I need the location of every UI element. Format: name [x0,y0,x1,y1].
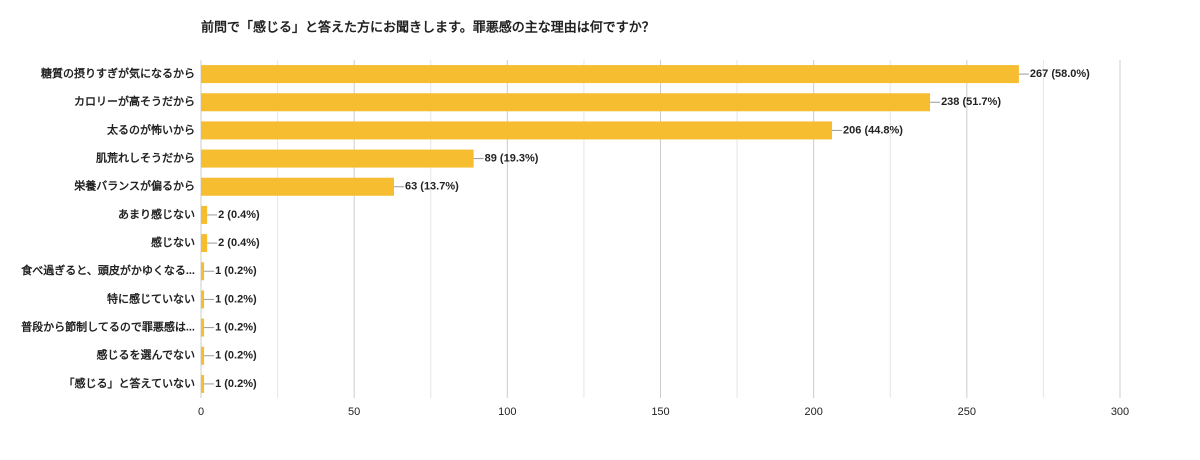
category-label: 栄養バランスが偏るから [73,179,195,193]
x-tick-label: 300 [1111,406,1129,418]
x-tick-label: 0 [198,406,204,418]
value-label: 1 (0.2%) [215,293,257,305]
category-label: 感じない [151,235,195,249]
value-label: 1 (0.2%) [215,321,257,333]
value-label: 2 (0.4%) [218,237,260,249]
bar [201,262,205,281]
category-label: 感じるを選んでない [97,348,195,362]
category-label: カロリーが高そうだから [74,94,195,108]
category-label: 普段から節制してるので罪悪感は... [21,319,195,333]
category-label: あまり感じない [118,207,195,221]
category-label: 太るのが怖いから [106,122,195,136]
value-label: 206 (44.8%) [843,124,903,136]
x-tick-label: 200 [804,406,822,418]
bar [201,374,205,393]
bar [201,290,205,309]
bar [201,93,931,112]
value-label: 63 (13.7%) [405,181,459,193]
bar [201,149,474,168]
value-label: 1 (0.2%) [215,265,257,277]
category-label: 「感じる」と答えていない [64,376,195,390]
x-tick-label: 100 [498,406,516,418]
value-label: 267 (58.0%) [1030,68,1090,80]
value-label: 1 (0.2%) [215,378,257,390]
value-label: 1 (0.2%) [215,350,257,362]
x-tick-label: 150 [651,406,669,418]
bar [201,234,208,253]
category-label: 肌荒れしそうだから [95,150,195,164]
value-label: 238 (51.7%) [941,96,1001,108]
bar [201,121,833,140]
category-label: 食べ過ぎると、頭皮がかゆくなる... [21,263,195,277]
category-label: 糖質の摂りすぎが気になるから [41,66,195,80]
category-label: 特に感じていない [107,291,195,305]
bar [201,65,1019,84]
value-label: 2 (0.4%) [218,209,260,221]
bar [201,346,205,365]
x-tick-label: 250 [958,406,976,418]
bar [201,318,205,337]
chart-title: 前問で「感じる」と答えた方にお聞きします。罪悪感の主な理由は何ですか？ [201,19,655,34]
x-tick-label: 50 [348,406,360,418]
bar [201,205,208,224]
bar [201,177,394,196]
value-label: 89 (19.3%) [485,152,539,164]
